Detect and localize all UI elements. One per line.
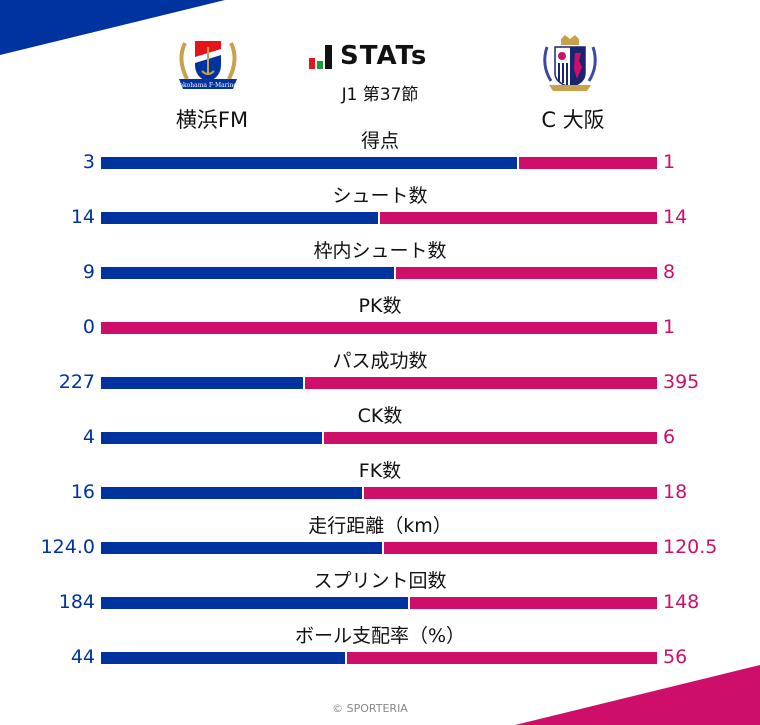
stat-row: パス成功数 227 395 — [0, 346, 760, 401]
comparison-bar — [101, 212, 657, 224]
comparison-bar — [101, 597, 657, 609]
home-value: 44 — [70, 646, 95, 668]
away-value: 1 — [663, 151, 676, 173]
comparison-bar — [101, 432, 657, 444]
away-value: 6 — [663, 426, 676, 448]
comparison-bar — [101, 157, 657, 169]
stat-label: CK数 — [357, 405, 403, 427]
away-bar-segment — [410, 597, 657, 609]
stat-row: 走行距離（km） 124.0 120.5 — [0, 511, 760, 566]
home-bar-segment — [101, 487, 362, 499]
stat-label: パス成功数 — [332, 350, 428, 372]
stat-label: FK数 — [358, 460, 402, 482]
home-value: 124.0 — [40, 536, 95, 558]
home-value: 3 — [82, 151, 95, 173]
stat-row: ボール支配率（%） 44 56 — [0, 621, 760, 676]
stat-label: シュート数 — [332, 185, 428, 207]
stat-label: PK数 — [358, 295, 402, 317]
away-team-crest-icon — [535, 35, 605, 95]
home-bar-segment — [101, 377, 303, 389]
stat-row: CK数 4 6 — [0, 401, 760, 456]
home-value: 184 — [58, 591, 95, 613]
away-bar-segment — [363, 487, 657, 499]
stat-label: 枠内シュート数 — [313, 240, 447, 262]
home-value: 16 — [70, 481, 95, 503]
away-bar-segment — [324, 432, 657, 444]
comparison-bar — [101, 542, 657, 554]
away-bar-segment — [380, 212, 657, 224]
decor-corner-top-left — [0, 0, 225, 55]
away-value: 18 — [663, 481, 688, 503]
stat-row: FK数 16 18 — [0, 456, 760, 511]
comparison-bar — [101, 322, 657, 334]
stat-row: PK数 0 1 — [0, 291, 760, 346]
away-bar-segment — [346, 652, 657, 664]
home-value: 227 — [58, 371, 95, 393]
comparison-bar — [101, 652, 657, 664]
comparison-bar — [101, 377, 657, 389]
match-round: J1 第37節 — [341, 85, 419, 105]
stat-label: 得点 — [360, 130, 399, 152]
stat-row: 得点 3 1 — [0, 126, 760, 181]
comparison-bar — [101, 267, 657, 279]
away-bar-segment — [304, 377, 657, 389]
home-bar-segment — [101, 212, 378, 224]
home-team-crest-icon: Yokohama F·Marinos — [173, 35, 243, 95]
stat-label: スプリント回数 — [313, 570, 447, 592]
away-value: 14 — [663, 206, 688, 228]
home-bar-segment — [101, 542, 382, 554]
comparison-bar — [101, 487, 657, 499]
svg-text:Yokohama F·Marinos: Yokohama F·Marinos — [175, 82, 240, 89]
home-bar-segment — [101, 652, 345, 664]
away-bar-segment — [396, 267, 657, 279]
away-value: 395 — [663, 371, 700, 393]
copyright: © SPORTERIA — [332, 702, 408, 715]
away-value: 120.5 — [663, 536, 718, 558]
stat-row: スプリント回数 184 148 — [0, 566, 760, 621]
home-bar-segment — [101, 597, 409, 609]
home-value: 4 — [82, 426, 95, 448]
brand-title: STATs — [340, 41, 428, 71]
away-bar-segment — [101, 322, 657, 334]
stat-row: 枠内シュート数 9 8 — [0, 236, 760, 291]
brand-logo: STATs — [309, 43, 427, 69]
home-value: 9 — [82, 261, 95, 283]
away-bar-segment — [519, 157, 657, 169]
away-bar-segment — [383, 542, 657, 554]
away-team-name: C 大阪 — [541, 108, 605, 132]
home-bar-segment — [101, 432, 323, 444]
stat-label: 走行距離（km） — [308, 515, 452, 537]
home-value: 14 — [70, 206, 95, 228]
away-value: 148 — [663, 591, 700, 613]
stat-label: ボール支配率（%） — [294, 625, 466, 647]
away-value: 8 — [663, 261, 676, 283]
home-bar-segment — [101, 157, 517, 169]
away-value: 56 — [663, 646, 688, 668]
decor-corner-bottom-right — [515, 665, 760, 725]
bar-chart-icon — [309, 45, 332, 69]
stat-row: シュート数 14 14 — [0, 181, 760, 236]
home-bar-segment — [101, 267, 395, 279]
home-team-name: 横浜FM — [175, 108, 249, 132]
away-value: 1 — [663, 316, 676, 338]
home-value: 0 — [82, 316, 95, 338]
